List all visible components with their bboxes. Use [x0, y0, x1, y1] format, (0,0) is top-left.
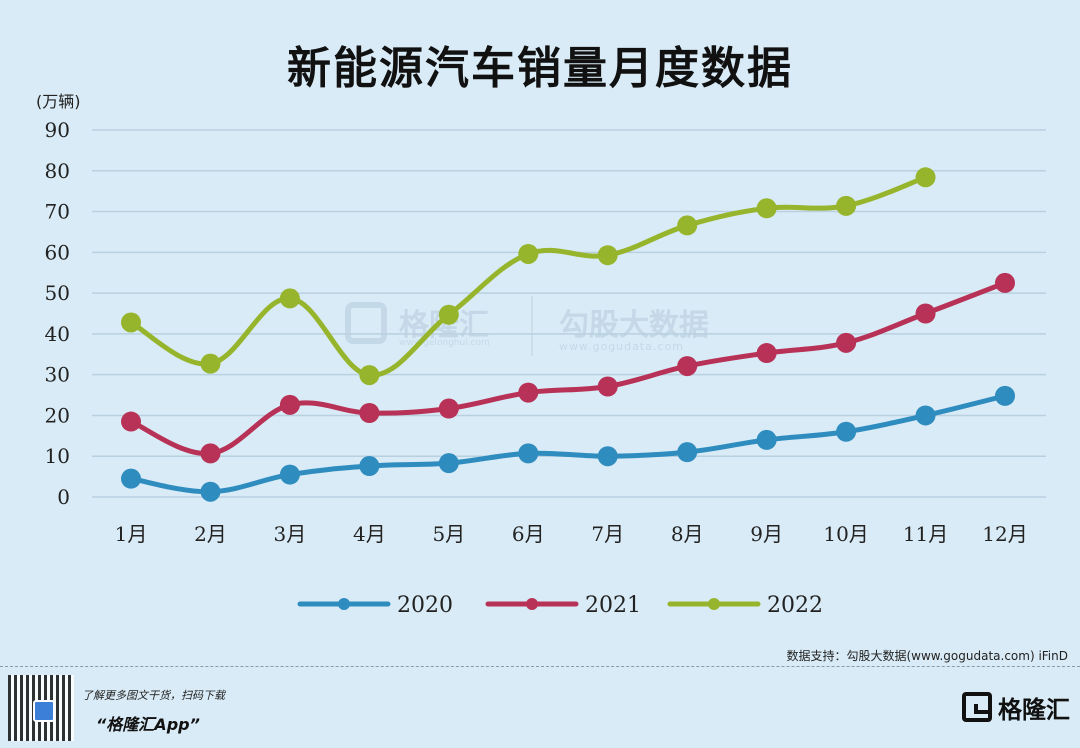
x-tick-label: 8月 [671, 522, 704, 546]
x-tick-label: 6月 [512, 522, 545, 546]
data-point-2021 [121, 411, 141, 432]
data-point-2021 [518, 382, 539, 403]
x-tick-label: 4月 [353, 522, 386, 546]
data-point-2020 [438, 453, 459, 474]
footer: 了解更多图文干货，扫码下载 “格隆汇App” 格隆汇 [0, 667, 1080, 748]
series-line-2020 [128, 393, 1008, 495]
data-point-2021 [359, 402, 380, 423]
data-point-2021 [200, 443, 221, 464]
data-point-2022 [438, 304, 459, 325]
y-tick-label: 20 [45, 403, 70, 427]
x-tick-label: 7月 [591, 522, 624, 546]
data-point-2020 [836, 421, 857, 442]
data-point-2022 [915, 167, 936, 188]
data-point-2022 [677, 215, 698, 236]
x-tick-label: 3月 [274, 522, 307, 546]
data-point-2022 [836, 195, 857, 216]
y-tick-label: 40 [45, 322, 70, 346]
data-source-note: 数据支持：勾股大数据(www.gogudata.com) iFinD [786, 649, 1068, 663]
footer-divider [0, 666, 1080, 667]
legend-label-2022: 2022 [767, 593, 823, 618]
data-point-2020 [279, 464, 300, 485]
chart-series [121, 167, 1015, 502]
y-tick-label: 30 [45, 363, 70, 387]
y-tick-label: 50 [45, 281, 70, 305]
x-tick-label: 9月 [750, 522, 783, 546]
data-point-2022 [121, 312, 141, 333]
data-point-2020 [518, 443, 539, 464]
chart-title: 新能源汽车销量月度数据 [287, 43, 793, 94]
x-axis-ticks: 1月 2月 3月 4月 5月 6月 7月 8月 9月 10月 11月 12月 [115, 522, 1028, 546]
data-point-2021 [677, 356, 698, 377]
data-point-2020 [200, 481, 221, 502]
data-point-2022 [200, 353, 221, 374]
data-point-2022 [359, 365, 380, 386]
data-point-2020 [756, 429, 777, 450]
data-point-2020 [597, 446, 618, 467]
y-tick-label: 0 [57, 485, 70, 509]
line-chart: 0 10 20 30 40 50 60 70 80 90 1月 2月 3月 4月 5月 6月 7月 8月 9月 10… [45, 118, 1046, 618]
y-tick-label: 70 [45, 200, 70, 224]
x-tick-label: 10月 [823, 522, 868, 546]
x-tick-label: 12月 [982, 522, 1027, 546]
series-line-2022 [128, 174, 929, 378]
data-point-2021 [597, 376, 618, 397]
legend-label-2020: 2020 [397, 593, 453, 618]
x-tick-label: 11月 [903, 522, 948, 546]
data-point-2022 [518, 243, 539, 264]
data-point-2022 [756, 198, 777, 219]
legend-label-2021: 2021 [585, 593, 641, 618]
chart-grid [92, 129, 1046, 498]
data-point-2020 [915, 405, 936, 426]
data-point-2021 [279, 394, 300, 415]
data-point-2021 [438, 398, 459, 419]
footer-brand-name: 格隆汇 [998, 695, 1070, 724]
y-tick-label: 80 [45, 159, 70, 183]
gelonghui-logo-icon [962, 692, 992, 722]
y-axis-unit-label: (万辆) [36, 92, 81, 111]
y-axis-ticks: 0 10 20 30 40 50 60 70 80 90 [45, 118, 70, 509]
legend-marker-2020 [338, 598, 350, 610]
x-tick-label: 1月 [115, 522, 148, 546]
series-line-2021 [128, 280, 1008, 456]
data-point-2022 [279, 288, 300, 309]
y-tick-label: 10 [45, 444, 70, 468]
legend-marker-2021 [526, 598, 538, 610]
footer-brand[interactable]: 格隆汇 [962, 689, 1070, 725]
data-point-2020 [995, 385, 1015, 406]
y-tick-label: 60 [45, 240, 70, 264]
data-point-2021 [756, 343, 777, 364]
data-point-2020 [359, 456, 380, 477]
data-point-2020 [677, 442, 698, 463]
footer-app-name: “格隆汇App” [96, 715, 200, 734]
qr-logo-icon [33, 700, 55, 722]
legend-marker-2022 [708, 598, 720, 610]
x-tick-label: 2月 [194, 522, 227, 546]
x-tick-label: 5月 [432, 522, 465, 546]
data-point-2021 [915, 303, 936, 324]
data-point-2021 [836, 332, 857, 353]
data-point-2021 [995, 272, 1015, 293]
y-tick-label: 90 [45, 118, 70, 142]
data-point-2020 [121, 468, 141, 489]
chart-legend: 2020 2021 2022 [297, 593, 823, 618]
footer-promo-text: 了解更多图文干货，扫码下载 [82, 689, 225, 702]
data-point-2022 [597, 245, 618, 266]
